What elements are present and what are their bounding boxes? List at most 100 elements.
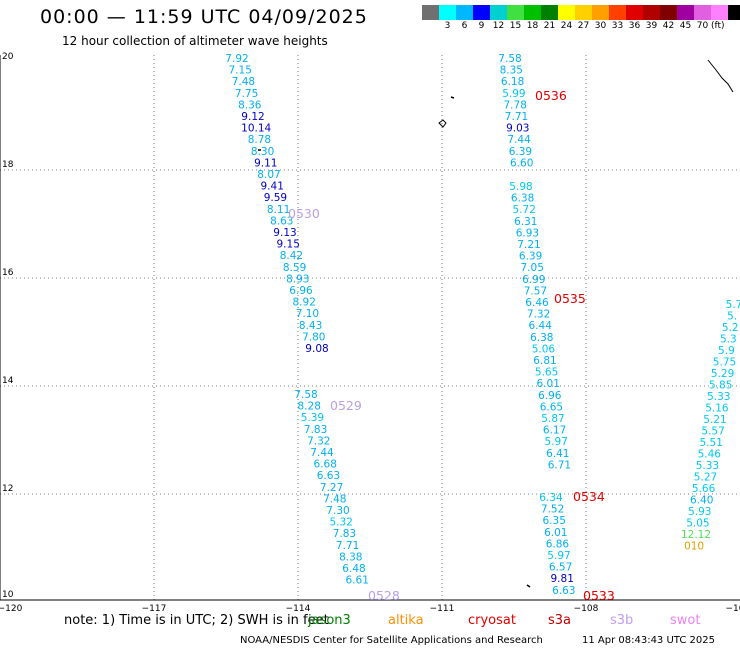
wave-height-value: 6.65 (540, 401, 563, 413)
wave-height-value: 5.9 (718, 345, 735, 357)
wave-height-value: 9.81 (551, 573, 574, 585)
wave-height-value: 8.92 (293, 297, 316, 309)
wave-height-value: 6.63 (317, 470, 340, 482)
wave-height-value: 5.97 (547, 550, 570, 562)
wave-height-value: 6.34 (539, 492, 563, 504)
wave-height-value: 6.99 (522, 274, 545, 286)
wave-height-value: 6.46 (525, 297, 549, 309)
scale-swatch-0 (422, 5, 439, 20)
wave-height-value: 8.42 (280, 250, 303, 262)
wave-height-value: 8.28 (298, 401, 321, 413)
wave-height-value: 7.52 (541, 504, 564, 516)
wave-height-value: 6.39 (519, 251, 542, 263)
scale-swatch-11 (609, 5, 626, 20)
wave-height-value: 9.08 (305, 343, 328, 355)
wave-height-value: 9.12 (241, 111, 264, 123)
wave-height-value: 5.33 (696, 460, 719, 472)
lat-label: 18 (2, 160, 14, 170)
scale-swatch-8 (558, 5, 575, 20)
lon-label: −10 (726, 604, 740, 614)
wave-height-value: 8.07 (257, 169, 280, 181)
wave-height-value: 6.68 (314, 459, 337, 471)
wave-height-value: 7.71 (336, 540, 359, 552)
wave-height-value: 6.01 (544, 527, 567, 539)
scale-label: 15 (509, 21, 522, 31)
wave-height-value: 8.30 (251, 146, 274, 158)
wave-height-value: 5.72 (513, 204, 536, 216)
wave-height-value: 8.78 (248, 134, 271, 146)
wave-height-value: 6.01 (537, 378, 560, 390)
wave-height-value: 7.05 (521, 262, 544, 274)
legend-s3b: s3b (610, 613, 634, 628)
scale-label: 24 (560, 21, 573, 31)
wave-height-value: 7.48 (232, 76, 255, 88)
wave-height-value: 9.13 (273, 227, 296, 239)
wave-height-value: 5.7 (726, 299, 740, 311)
wave-height-value: 5.33 (707, 391, 730, 403)
credit-line: NOAA/NESDIS Center for Satellite Applica… (240, 635, 543, 646)
wave-height-value: 6.18 (501, 76, 524, 88)
wave-height-value: 6.38 (530, 332, 553, 344)
scale-label: 27 (577, 21, 590, 31)
pass-time-label: 0533 (583, 588, 615, 603)
scale-label: 45 (679, 21, 692, 31)
wave-height-value: 6.57 (549, 562, 572, 574)
map-subtitle: 12 hour collection of altimeter wave hei… (62, 34, 328, 48)
scale-label: 30 (594, 21, 607, 31)
wave-height-value: 7.83 (333, 528, 356, 540)
wave-height-value: 6.44 (529, 320, 553, 332)
scale-label: 42 (662, 21, 675, 31)
wave-height-value: 12.12 (681, 529, 711, 541)
lon-label: −114 (286, 604, 311, 614)
wave-height-value: 8.36 (238, 99, 262, 111)
island (450, 96, 455, 99)
wave-height-value: 6.41 (546, 448, 569, 460)
scale-swatch-13 (643, 5, 660, 20)
wave-height-value: 8.38 (339, 551, 362, 563)
wave-height-value: 010 (684, 541, 704, 553)
scale-label: 21 (543, 21, 556, 31)
lon-label: −120 (0, 604, 23, 614)
pass-time-label: 0528 (368, 588, 400, 603)
legend-altika: altika (388, 613, 424, 628)
pass-time-label: 0535 (554, 291, 586, 306)
wave-height-value: 6.35 (543, 515, 566, 527)
pass-time-label: 0536 (535, 88, 567, 103)
wave-height-value: 6.96 (289, 285, 313, 297)
wave-height-value: 6.48 (342, 563, 365, 575)
wave-height-value: 5.2 (722, 322, 739, 334)
wave-height-value: 7.44 (310, 447, 334, 459)
pass-time-label: 0529 (330, 398, 362, 413)
wave-height-value: 7.58 (294, 389, 317, 401)
wave-height-value: 7.57 (524, 285, 547, 297)
wave-height-value: 7.44 (507, 134, 531, 146)
wave-height-value: 7.75 (235, 88, 258, 100)
lat-label: 14 (2, 376, 14, 386)
wave-height-value: 7.83 (304, 424, 327, 436)
wave-height-value: 9.03 (506, 123, 529, 135)
wave-height-value: 10.14 (241, 123, 271, 135)
scale-swatch-14 (660, 5, 677, 20)
wave-height-value: 6.86 (546, 538, 570, 550)
wave-height-value: 9.41 (261, 181, 284, 193)
wave-height-value: 5.99 (502, 88, 525, 100)
wave-height-value: 5.27 (694, 472, 717, 484)
legend-cryosat: cryosat (468, 613, 516, 628)
wave-height-value: 5.16 (705, 403, 729, 415)
footnote: note: 1) Time is in UTC; 2) SWH is in fe… (64, 613, 329, 628)
wave-height-value: 8.43 (299, 320, 322, 332)
wave-height-value: 5.93 (688, 506, 711, 518)
wave-height-value: 5.51 (700, 437, 723, 449)
scale-swatch-4 (490, 5, 507, 20)
wave-height-value: 5.3 (720, 334, 737, 346)
wave-height-value: 8.59 (283, 262, 306, 274)
wave-height-value: 7.15 (229, 65, 252, 77)
scale-label: 9 (478, 21, 485, 31)
legend-jason3: jason3 (308, 613, 351, 628)
wave-height-value: 9.15 (277, 239, 300, 251)
scale-swatch-18 (728, 5, 740, 20)
wave-height-value: 5.32 (330, 517, 353, 529)
color-scale-labels: 3 6 9 12 15 18 21 24 27 30 33 36 39 42 45 70 (422, 21, 711, 31)
wave-height-value: 5. (727, 311, 737, 323)
